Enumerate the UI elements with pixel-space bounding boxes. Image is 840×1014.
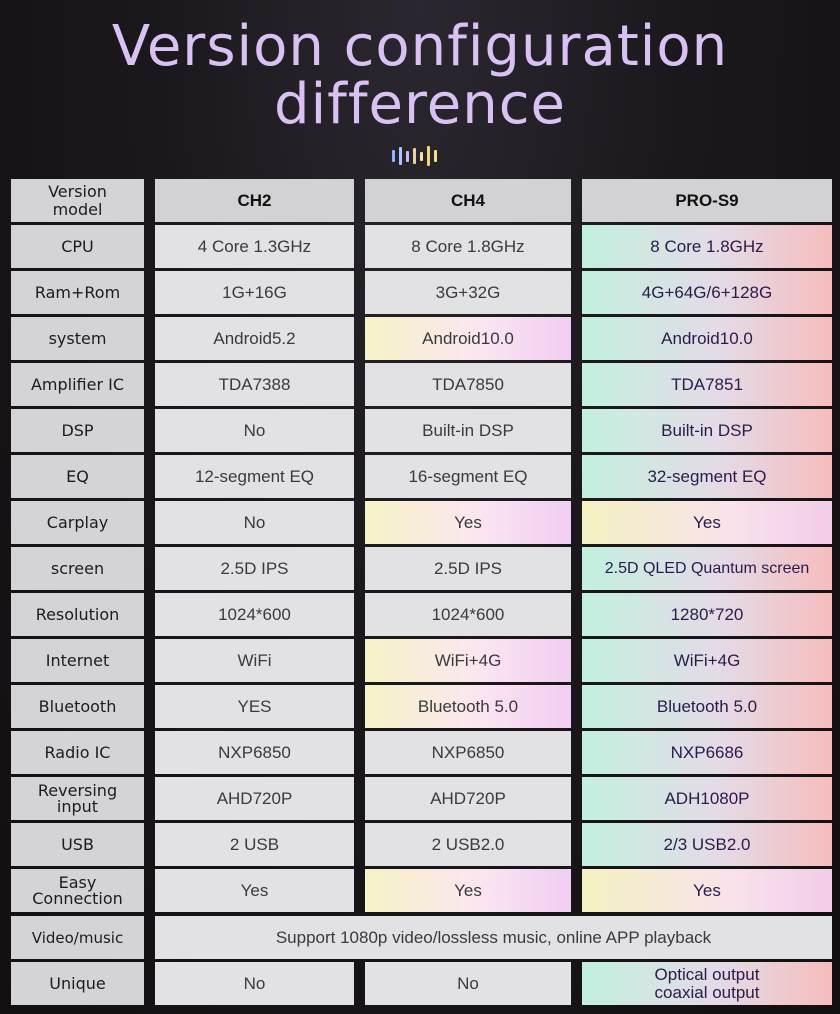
ch2-system: Android5.2 xyxy=(155,317,354,360)
ch2-cpu: 4 Core 1.3GHz xyxy=(155,225,354,268)
header-ch4: CH4 xyxy=(365,179,571,222)
ch4-radio-ic: NXP6850 xyxy=(365,731,571,774)
ch4-usb: 2 USB2.0 xyxy=(365,823,571,866)
ch2-reversing-input: AHD720P xyxy=(155,777,354,820)
row-label-video-music: Video/music xyxy=(11,916,144,959)
video-music-value: Support 1080p video/lossless music, onli… xyxy=(155,916,832,959)
row-label-radio-ic: Radio IC xyxy=(11,731,144,774)
pro-s9-amplifier-ic: TDA7851 xyxy=(582,363,832,406)
ch2-screen: 2.5D IPS xyxy=(155,547,354,590)
ch4-dsp: Built-in DSP xyxy=(365,409,571,452)
pro-s9-internet: WiFi+4G xyxy=(582,639,832,682)
page-title: Version configuration xyxy=(111,14,729,79)
row-label-internet: Internet xyxy=(11,639,144,682)
ch4-easy-connection: Yes xyxy=(365,869,571,912)
pro-s9-usb: 2/3 USB2.0 xyxy=(582,823,832,866)
ch2-amplifier-ic: TDA7388 xyxy=(155,363,354,406)
ch2-usb: 2 USB xyxy=(155,823,354,866)
pro-s9-carplay: Yes xyxy=(582,501,832,544)
pro-s9-bluetooth: Bluetooth 5.0 xyxy=(582,685,832,728)
row-label-carplay: Carplay xyxy=(11,501,144,544)
pro-s9-system: Android10.0 xyxy=(582,317,832,360)
ch4-cpu: 8 Core 1.8GHz xyxy=(365,225,571,268)
ch4-ram-rom: 3G+32G xyxy=(365,271,571,314)
ch2-dsp: No xyxy=(155,409,354,452)
row-label-easy-connection: Easy Connection xyxy=(11,869,144,912)
unique-pro-s9: Optical output coaxial output xyxy=(582,962,832,1005)
pro-s9-reversing-input: ADH1080P xyxy=(582,777,832,820)
ch2-ram-rom: 1G+16G xyxy=(155,271,354,314)
row-label-dsp: DSP xyxy=(11,409,144,452)
unique-pro-line2: coaxial output xyxy=(654,982,760,1002)
sound-bars-icon xyxy=(392,146,440,166)
ch4-system: Android10.0 xyxy=(365,317,571,360)
row-label-amplifier-ic: Amplifier IC xyxy=(11,363,144,406)
pro-s9-eq: 32-segment EQ xyxy=(582,455,832,498)
pro-s9-ram-rom: 4G+64G/6+128G xyxy=(582,271,832,314)
row-label-resolution: Resolution xyxy=(11,593,144,636)
row-label-cpu: CPU xyxy=(11,225,144,268)
ch4-eq: 16-segment EQ xyxy=(365,455,571,498)
unique-ch4: No xyxy=(365,962,571,1005)
ch2-resolution: 1024*600 xyxy=(155,593,354,636)
header-label: Version model xyxy=(48,181,107,219)
pro-s9-screen: 2.5D QLED Quantum screen xyxy=(582,547,832,590)
row-label-bluetooth: Bluetooth xyxy=(11,685,144,728)
pro-s9-resolution: 1280*720 xyxy=(582,593,832,636)
ch2-eq: 12-segment EQ xyxy=(155,455,354,498)
ch4-resolution: 1024*600 xyxy=(365,593,571,636)
ch4-reversing-input: AHD720P xyxy=(365,777,571,820)
row-label-usb: USB xyxy=(11,823,144,866)
unique-pro-line1: Optical output xyxy=(654,964,760,984)
ch2-internet: WiFi xyxy=(155,639,354,682)
row-label-screen: screen xyxy=(11,547,144,590)
header-version-model: Version model xyxy=(11,179,144,222)
header-pro-s9: PRO-S9 xyxy=(582,179,832,222)
ch2-bluetooth: YES xyxy=(155,685,354,728)
row-label-system: system xyxy=(11,317,144,360)
ch2-easy-connection: Yes xyxy=(155,869,354,912)
row-label-reversing-input: Reversing input xyxy=(11,777,144,820)
pro-s9-easy-connection: Yes xyxy=(582,869,832,912)
ch4-amplifier-ic: TDA7850 xyxy=(365,363,571,406)
unique-ch2: No xyxy=(155,962,354,1005)
row-label-ram-rom: Ram+Rom xyxy=(11,271,144,314)
ch2-carplay: No xyxy=(155,501,354,544)
row-label-unique: Unique xyxy=(11,962,144,1005)
ch4-screen: 2.5D IPS xyxy=(365,547,571,590)
header-ch2: CH2 xyxy=(155,179,354,222)
page-title-line2: difference xyxy=(274,72,566,137)
ch4-bluetooth: Bluetooth 5.0 xyxy=(365,685,571,728)
row-label-eq: EQ xyxy=(11,455,144,498)
pro-s9-radio-ic: NXP6686 xyxy=(582,731,832,774)
ch2-radio-ic: NXP6850 xyxy=(155,731,354,774)
pro-s9-cpu: 8 Core 1.8GHz xyxy=(582,225,832,268)
ch4-internet: WiFi+4G xyxy=(365,639,571,682)
pro-s9-dsp: Built-in DSP xyxy=(582,409,832,452)
ch4-carplay: Yes xyxy=(365,501,571,544)
